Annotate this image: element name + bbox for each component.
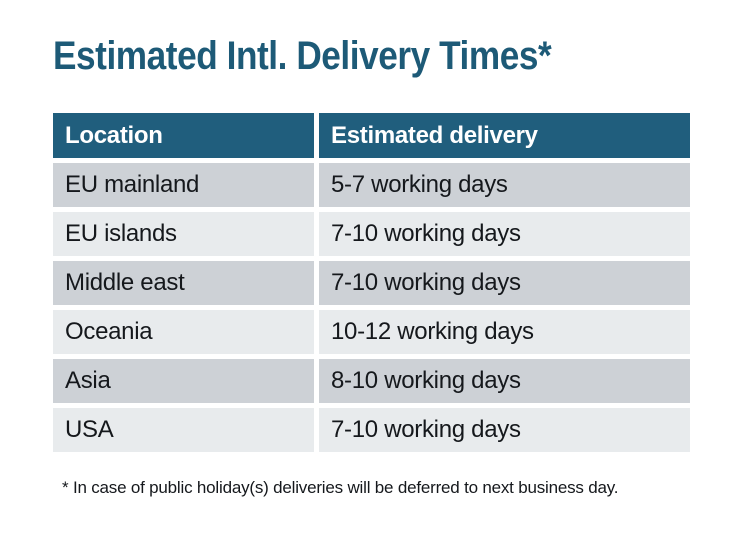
delivery-cell: 7-10 working days [319, 212, 690, 256]
location-cell: EU mainland [53, 163, 314, 207]
location-cell: Oceania [53, 310, 314, 354]
table-row: Asia 8-10 working days [53, 359, 690, 403]
location-cell: EU islands [53, 212, 314, 256]
column-header-estimated-delivery: Estimated delivery [319, 113, 690, 158]
delivery-times-table: Location Estimated delivery EU mainland … [53, 113, 690, 452]
page-title: Estimated Intl. Delivery Times* [53, 34, 552, 78]
delivery-cell: 7-10 working days [319, 261, 690, 305]
table-row: EU islands 7-10 working days [53, 212, 690, 256]
delivery-cell: 10-12 working days [319, 310, 690, 354]
delivery-cell: 7-10 working days [319, 408, 690, 452]
table-row: Middle east 7-10 working days [53, 261, 690, 305]
location-cell: USA [53, 408, 314, 452]
column-header-location: Location [53, 113, 314, 158]
delivery-cell: 8-10 working days [319, 359, 690, 403]
table-header-row: Location Estimated delivery [53, 113, 690, 158]
location-cell: Asia [53, 359, 314, 403]
footnote-text: * In case of public holiday(s) deliverie… [62, 478, 619, 497]
table-row: Oceania 10-12 working days [53, 310, 690, 354]
table-row: EU mainland 5-7 working days [53, 163, 690, 207]
delivery-cell: 5-7 working days [319, 163, 690, 207]
table-row: USA 7-10 working days [53, 408, 690, 452]
location-cell: Middle east [53, 261, 314, 305]
